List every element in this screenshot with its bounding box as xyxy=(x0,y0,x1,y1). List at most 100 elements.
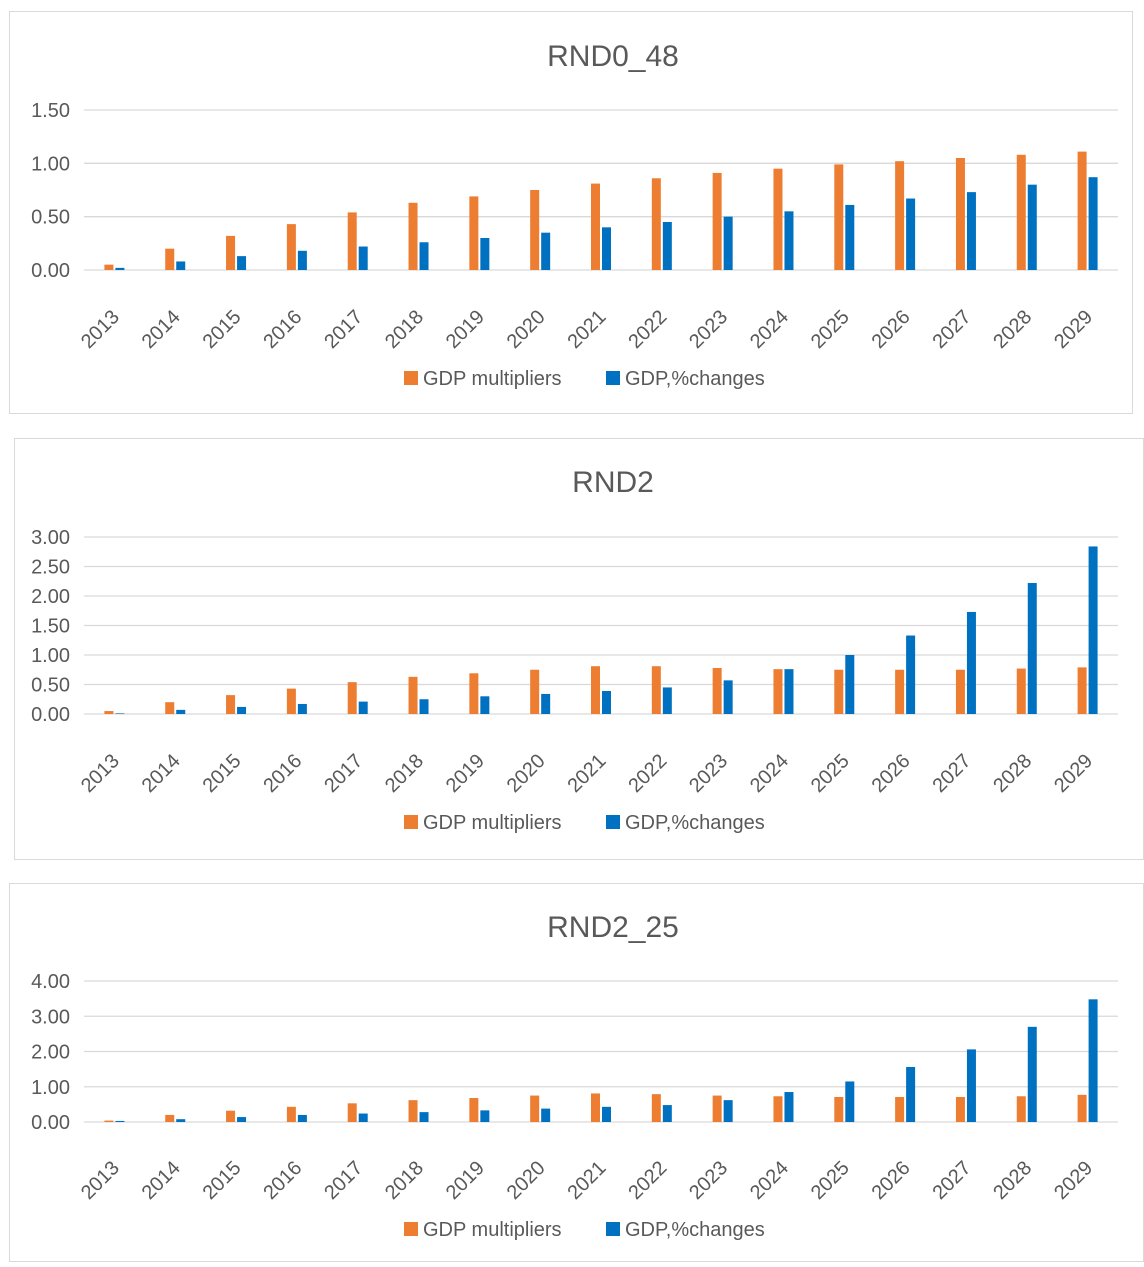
bar-gdp-changes-2023 xyxy=(723,216,733,270)
bar-gdp-multipliers-2021 xyxy=(591,1093,600,1122)
y-tick-label: 1.00 xyxy=(31,645,70,667)
bar-gdp-multipliers-2013 xyxy=(104,1120,114,1122)
bar-gdp-multipliers-2026 xyxy=(895,669,905,714)
bar-gdp-multipliers-2027 xyxy=(955,669,965,714)
bar-gdp-multipliers-2026 xyxy=(895,161,905,270)
bar-gdp-multipliers-2019 xyxy=(469,196,479,270)
bar-gdp-changes-2014 xyxy=(176,1119,186,1122)
bar-gdp-changes-2021 xyxy=(602,1106,611,1122)
y-tick-label: 0.00 xyxy=(31,1112,70,1134)
bar-gdp-multipliers-2014 xyxy=(165,248,175,270)
bar-gdp-changes-2020 xyxy=(541,693,551,714)
bar-gdp-multipliers-2017 xyxy=(347,682,357,714)
y-tick-label: 2.50 xyxy=(31,557,70,579)
bar-gdp-changes-2015 xyxy=(237,706,247,714)
bar-gdp-multipliers-2021 xyxy=(591,183,600,270)
y-tick-label: 3.00 xyxy=(31,527,70,549)
legend-swatch-gdp-changes xyxy=(606,371,620,385)
bar-gdp-changes-2020 xyxy=(541,232,551,270)
bar-gdp-changes-2013 xyxy=(115,713,125,714)
y-tick-label: 4.00 xyxy=(31,971,70,993)
bar-gdp-changes-2028 xyxy=(1027,583,1037,714)
bar-gdp-changes-2026 xyxy=(906,1067,916,1122)
bar-gdp-multipliers-2013 xyxy=(104,711,114,714)
bar-gdp-changes-2015 xyxy=(237,1117,247,1122)
bar-gdp-multipliers-2014 xyxy=(165,702,175,714)
bar-gdp-multipliers-2020 xyxy=(530,190,540,270)
bar-gdp-multipliers-2015 xyxy=(226,1110,236,1122)
bar-gdp-multipliers-2018 xyxy=(408,1100,418,1122)
bar-gdp-changes-2017 xyxy=(358,1113,368,1122)
bar-gdp-multipliers-2026 xyxy=(895,1096,905,1122)
bar-gdp-changes-2024 xyxy=(784,669,794,714)
bar-gdp-changes-2021 xyxy=(602,690,611,714)
bar-gdp-changes-2025 xyxy=(845,655,855,714)
bar-gdp-multipliers-2022 xyxy=(651,178,661,270)
bar-gdp-changes-2023 xyxy=(723,1100,733,1122)
bar-gdp-changes-2029 xyxy=(1088,546,1098,714)
bar-gdp-changes-2026 xyxy=(906,635,916,714)
bar-gdp-changes-2028 xyxy=(1027,1026,1037,1122)
bar-gdp-changes-2017 xyxy=(358,246,368,270)
bar-gdp-multipliers-2019 xyxy=(469,1098,479,1122)
y-tick-label: 1.00 xyxy=(31,153,70,175)
bar-gdp-multipliers-2013 xyxy=(104,264,114,270)
bar-gdp-multipliers-2029 xyxy=(1077,1094,1087,1122)
bar-gdp-multipliers-2022 xyxy=(651,666,661,714)
y-tick-label: 1.00 xyxy=(31,1077,70,1099)
bar-gdp-multipliers-2019 xyxy=(469,673,479,714)
bar-gdp-multipliers-2015 xyxy=(226,695,236,714)
bar-gdp-changes-2014 xyxy=(176,709,186,714)
bar-gdp-multipliers-2025 xyxy=(834,1096,844,1122)
legend-swatch-gdp-multipliers xyxy=(404,815,418,829)
bar-gdp-changes-2018 xyxy=(419,699,429,714)
bar-gdp-multipliers-2016 xyxy=(286,1106,296,1122)
bar-gdp-multipliers-2024 xyxy=(773,168,783,270)
chart-legend: GDP multipliers GDP,%changes xyxy=(404,812,765,834)
y-tick-label: 2.00 xyxy=(31,1042,70,1064)
chart-frame xyxy=(9,11,1133,414)
legend-label-gdp-changes: GDP,%changes xyxy=(625,1219,765,1241)
y-tick-label: 0.00 xyxy=(31,260,70,282)
bar-gdp-multipliers-2017 xyxy=(347,1103,357,1122)
bar-gdp-multipliers-2017 xyxy=(347,212,357,270)
chart-title: RND2 xyxy=(572,466,654,499)
bar-gdp-changes-2022 xyxy=(662,222,672,270)
legend-label-gdp-changes: GDP,%changes xyxy=(625,368,765,390)
bar-gdp-changes-2027 xyxy=(966,1049,976,1122)
bar-gdp-multipliers-2028 xyxy=(1016,668,1026,714)
bar-gdp-multipliers-2029 xyxy=(1077,151,1087,270)
bar-gdp-changes-2020 xyxy=(541,1108,551,1122)
bar-gdp-multipliers-2016 xyxy=(286,688,296,714)
bar-gdp-changes-2026 xyxy=(906,198,916,270)
bar-gdp-changes-2022 xyxy=(662,1105,672,1122)
bar-gdp-multipliers-2025 xyxy=(834,164,844,270)
bar-gdp-changes-2018 xyxy=(419,1112,429,1122)
bar-gdp-multipliers-2018 xyxy=(408,676,418,714)
bar-gdp-multipliers-2016 xyxy=(286,224,296,270)
bar-gdp-multipliers-2020 xyxy=(530,669,540,714)
bar-gdp-multipliers-2028 xyxy=(1016,154,1026,270)
bar-gdp-changes-2013 xyxy=(115,1120,125,1122)
bar-gdp-multipliers-2020 xyxy=(530,1095,540,1122)
y-tick-label: 1.50 xyxy=(31,100,70,122)
bar-gdp-multipliers-2027 xyxy=(955,1096,965,1122)
bar-gdp-multipliers-2027 xyxy=(955,158,965,270)
bar-gdp-multipliers-2018 xyxy=(408,202,418,270)
bar-gdp-changes-2021 xyxy=(602,227,611,270)
legend-swatch-gdp-changes xyxy=(606,815,620,829)
bar-gdp-multipliers-2023 xyxy=(712,1095,722,1122)
chart-title: RND0_48 xyxy=(547,40,679,73)
legend-label-gdp-changes: GDP,%changes xyxy=(625,812,765,834)
bar-gdp-changes-2017 xyxy=(358,701,368,714)
bar-gdp-changes-2014 xyxy=(176,261,186,270)
bar-gdp-changes-2023 xyxy=(723,680,733,714)
bar-gdp-changes-2013 xyxy=(115,267,125,270)
bar-gdp-multipliers-2024 xyxy=(773,669,783,714)
legend-swatch-gdp-multipliers xyxy=(404,1222,418,1236)
legend-label-gdp-multipliers: GDP multipliers xyxy=(423,1219,562,1241)
y-tick-label: 1.50 xyxy=(31,616,70,638)
bar-gdp-changes-2029 xyxy=(1088,177,1098,270)
